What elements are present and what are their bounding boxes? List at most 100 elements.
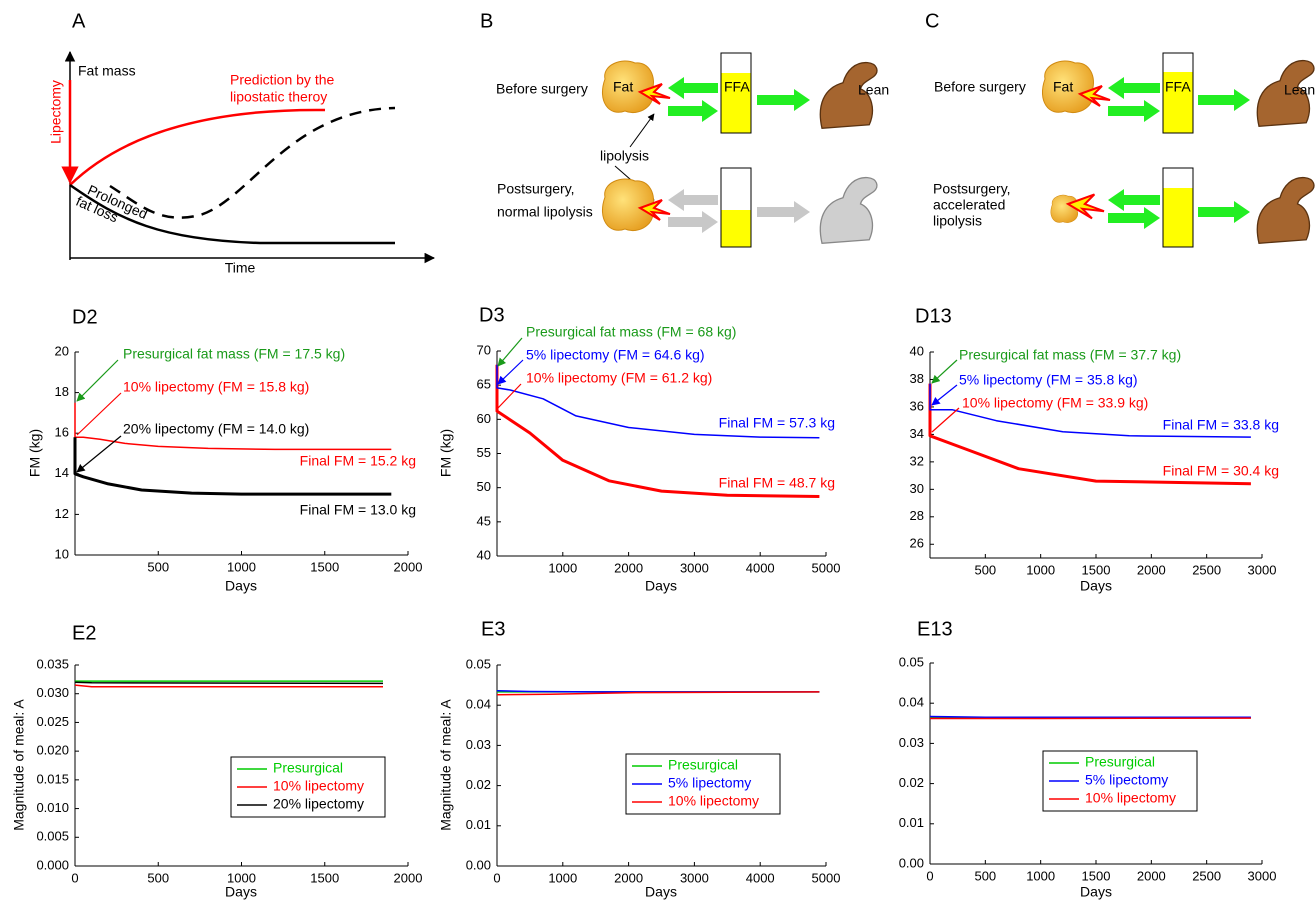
prediction-curve — [69, 108, 326, 186]
x-tick-label: 0 — [926, 868, 933, 883]
lean-icon — [1256, 176, 1315, 244]
x-tick-label: 500 — [147, 870, 169, 885]
x-tick-label: 5000 — [812, 560, 841, 575]
x-tick-label: 4000 — [746, 870, 775, 885]
y-tick-label: 36 — [910, 398, 924, 413]
y-tick-label: 18 — [55, 384, 69, 399]
y-tick-label: 0.010 — [36, 800, 69, 815]
x-tick-label: 1000 — [1026, 562, 1055, 577]
legend-label: 5% lipectomy — [1085, 772, 1168, 788]
x-tick-label: 1000 — [227, 559, 256, 574]
lipolysis-bolt — [637, 199, 671, 221]
x-axis-title: Days — [225, 578, 257, 594]
x-tick-label: 1000 — [548, 560, 577, 575]
line-series — [73, 437, 392, 496]
lipolysis-bolt — [637, 83, 671, 105]
annotation: 5% lipectomy (FM = 64.6 kg) — [526, 347, 705, 363]
y-tick-label: 0.02 — [466, 777, 491, 792]
y-axis-title: Magnitude of meal: A — [11, 699, 27, 831]
row-label: Before surgery — [934, 79, 1026, 95]
row-label: lipolysis — [933, 213, 982, 229]
y-tick-label: 0.04 — [466, 697, 491, 712]
annotation-arrow — [931, 407, 960, 433]
fat-icon — [1050, 194, 1079, 223]
panel-c: C Before surgery Fat FFA Lean Postsurger… — [925, 10, 1315, 248]
x-tick-label: 3000 — [680, 870, 709, 885]
x-axis-title: Days — [645, 884, 677, 900]
y-tick-label: 0.05 — [899, 654, 924, 669]
x-tick-label: 2500 — [1192, 562, 1221, 577]
y-tick-label: 26 — [910, 536, 924, 551]
pointer — [629, 113, 655, 148]
x-tick-label: 2000 — [394, 870, 423, 885]
legend-label: 10% lipectomy — [273, 778, 364, 794]
y-tick-label: 20 — [55, 343, 69, 358]
annotation: 20% lipectomy (FM = 14.0 kg) — [123, 421, 309, 437]
y-tick-label: 0.01 — [466, 817, 491, 832]
panel-b: B Before surgery Fat FFA Lean lipolysis … — [480, 10, 889, 248]
fat-loss-curve — [69, 183, 395, 245]
axis-label: Fat mass — [78, 63, 136, 79]
x-tick-label: 0 — [71, 870, 78, 885]
annotation: Final FM = 15.2 kg — [300, 453, 416, 469]
lipectomy-label: Lipectomy — [48, 80, 64, 144]
annotation: Presurgical fat mass (FM = 68 kg) — [526, 324, 736, 340]
y-tick-label: 0.020 — [36, 743, 69, 758]
chart-panel: D3 Days FM (kg) 40 45 50 55 60 65 70 1000 2000 3000 4… — [438, 304, 841, 593]
flow-arrow — [668, 100, 718, 122]
ffa-level — [721, 210, 751, 247]
flow-arrow — [1198, 89, 1250, 111]
row-label: accelerated — [933, 197, 1005, 213]
y-tick-label: 0.03 — [899, 735, 924, 750]
x-tick-label: 500 — [974, 868, 996, 883]
y-tick-label: 0.05 — [466, 656, 491, 671]
annotation-arrow — [76, 435, 122, 473]
annotation: 10% lipectomy (FM = 61.2 kg) — [526, 370, 712, 386]
x-tick-label: 3000 — [1248, 868, 1277, 883]
y-tick-label: 14 — [55, 465, 69, 480]
y-axis-title: FM (kg) — [27, 429, 43, 477]
ffa-level — [1163, 72, 1193, 133]
panel-label: B — [480, 10, 493, 32]
chart-panel: D2 Days FM (kg) 10 12 14 16 18 20 500 1000 1500 2000… — [27, 306, 423, 593]
x-tick-label: 1500 — [1082, 562, 1111, 577]
y-tick-label: 50 — [477, 479, 491, 494]
row-label: Before surgery — [496, 81, 588, 97]
x-axis-title: Days — [1080, 884, 1112, 900]
annotation-arrow — [497, 359, 524, 385]
y-tick-label: 0.03 — [466, 737, 491, 752]
x-axis-title: Days — [1080, 578, 1112, 594]
lean-label: Lean — [858, 82, 889, 98]
y-tick-label: 0.030 — [36, 685, 69, 700]
y-tick-label: 0.00 — [466, 857, 491, 872]
y-tick-label: 60 — [477, 411, 491, 426]
annotation-arrow — [931, 359, 958, 384]
x-tick-label: 3000 — [680, 560, 709, 575]
annotation: Presurgical fat mass (FM = 37.7 kg) — [959, 347, 1181, 363]
legend-label: Presurgical — [1085, 754, 1155, 770]
legend-label: 10% lipectomy — [1085, 790, 1176, 806]
y-tick-label: 34 — [910, 426, 924, 441]
panel-a: A Fat mass Time Lipectomy Prediction by … — [48, 10, 436, 276]
panel-title: E2 — [72, 622, 96, 644]
legend-label: 20% lipectomy — [273, 796, 364, 812]
ffa-box — [720, 52, 752, 134]
flow-arrow — [1108, 189, 1160, 211]
annotation-arrow — [497, 337, 523, 367]
x-tick-label: 3000 — [1248, 562, 1277, 577]
chart-panel: E3 Days Magnitude of meal: A 0.00 0.01 0.02 0.… — [438, 618, 841, 899]
fat-label: Fat — [613, 79, 633, 95]
y-tick-label: 45 — [477, 513, 491, 528]
x-tick-label: 1000 — [548, 870, 577, 885]
axis-label: Time — [225, 260, 256, 276]
y-tick-label: 28 — [910, 508, 924, 523]
panel-label: C — [925, 10, 939, 32]
legend-label: 10% lipectomy — [668, 793, 759, 809]
x-tick-label: 0 — [493, 870, 500, 885]
line-series — [74, 684, 383, 688]
y-tick-label: 16 — [55, 425, 69, 440]
y-tick-label: 0.02 — [899, 775, 924, 790]
y-tick-label: 12 — [55, 506, 69, 521]
lipolysis-bolt — [1077, 85, 1111, 107]
lean-label: Lean — [1284, 82, 1315, 98]
